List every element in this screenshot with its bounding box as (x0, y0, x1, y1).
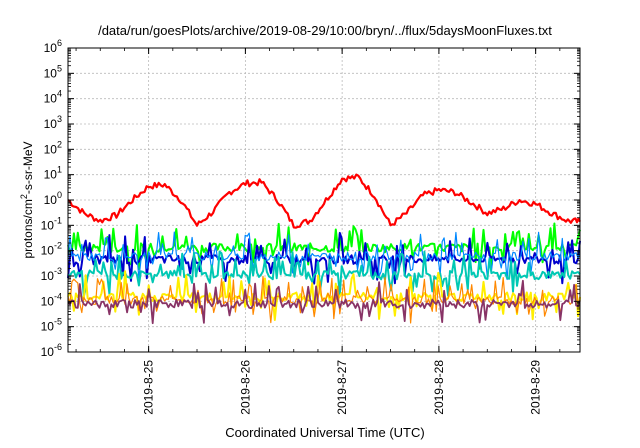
axes (67, 47, 581, 353)
y-axis-label-base: protons/cm (21, 199, 35, 258)
x-tick-label: 2019-8-29 (529, 360, 543, 415)
x-tick-label: 2019-8-28 (432, 360, 446, 415)
y-tick-label-base: 10 (41, 244, 55, 258)
y-tick-label-exp: 5 (57, 63, 62, 73)
y-tick-label-exp: -2 (54, 241, 62, 251)
y-tick-label-base: 10 (41, 218, 55, 232)
y-tick-label-exp: 4 (57, 89, 62, 99)
chart-title: /data/run/goesPlots/archive/2019-08-29/1… (98, 23, 552, 38)
y-tick-label-base: 10 (41, 320, 55, 334)
x-axis-label: Coordinated Universal Time (UTC) (225, 425, 424, 440)
y-tick-label-base: 10 (44, 92, 58, 106)
y-axis-label-rest: -s-sr-MeV (21, 141, 35, 194)
y-tick-label-exp: -5 (54, 317, 62, 327)
y-tick-label: 101 (44, 165, 62, 182)
y-tick-label-base: 10 (44, 142, 58, 156)
series-line-7 (67, 279, 581, 325)
y-tick-label: 10-4 (41, 291, 62, 308)
y-tick-label-exp: 6 (57, 38, 62, 48)
series-line-1 (67, 222, 581, 270)
y-tick-label-base: 10 (41, 345, 55, 359)
y-tick-label: 10-6 (41, 342, 62, 359)
y-tick-label: 10-3 (41, 266, 62, 283)
plot-frame (67, 47, 581, 353)
y-tick-label-exp: -3 (54, 266, 62, 276)
y-tick-label: 10-1 (41, 215, 62, 232)
series-line-4 (67, 250, 581, 298)
y-tick-label-exp: 2 (57, 139, 62, 149)
y-tick-label-exp: -1 (54, 215, 62, 225)
y-axis-label-sup: 2 (19, 194, 29, 199)
y-tick-label: 105 (44, 63, 62, 80)
y-tick-labels: 10-610-510-410-310-210-11001011021031041… (41, 38, 62, 359)
y-axis-label: protons/cm2-s-sr-MeV (19, 141, 35, 258)
data-series (67, 173, 581, 325)
x-tick-label: 2019-8-27 (335, 360, 349, 415)
y-tick-label-exp: 3 (57, 114, 62, 124)
y-tick-label: 102 (44, 139, 62, 156)
y-tick-label: 100 (44, 190, 62, 207)
x-tick-label: 2019-8-26 (238, 360, 252, 415)
series-line-3 (67, 231, 581, 281)
series-line-6 (67, 275, 581, 324)
y-tick-label: 10-2 (41, 241, 62, 258)
y-tick-label: 106 (44, 38, 62, 55)
y-tick-label-base: 10 (44, 117, 58, 131)
y-tick-label-base: 10 (44, 66, 58, 80)
y-tick-label: 10-5 (41, 317, 62, 334)
y-tick-label-exp: 0 (57, 190, 62, 200)
series-line-2 (67, 231, 581, 285)
x-tick-labels: 2019-8-25 2019-8-26 2019-8-27 2019-8-28 2019… (142, 360, 543, 415)
y-tick-label-exp: -4 (54, 291, 62, 301)
y-tick-label: 104 (44, 89, 62, 106)
y-tick-label-base: 10 (41, 294, 55, 308)
y-tick-label: 103 (44, 114, 62, 131)
y-tick-label-base: 10 (44, 193, 58, 207)
series-line-0 (67, 173, 581, 229)
x-tick-label: 2019-8-25 (142, 360, 156, 415)
y-tick-label-exp: 1 (57, 165, 62, 175)
y-tick-label-base: 10 (44, 41, 58, 55)
y-tick-label-base: 10 (41, 269, 55, 283)
y-tick-label-exp: -6 (54, 342, 62, 352)
y-tick-label-base: 10 (44, 168, 58, 182)
